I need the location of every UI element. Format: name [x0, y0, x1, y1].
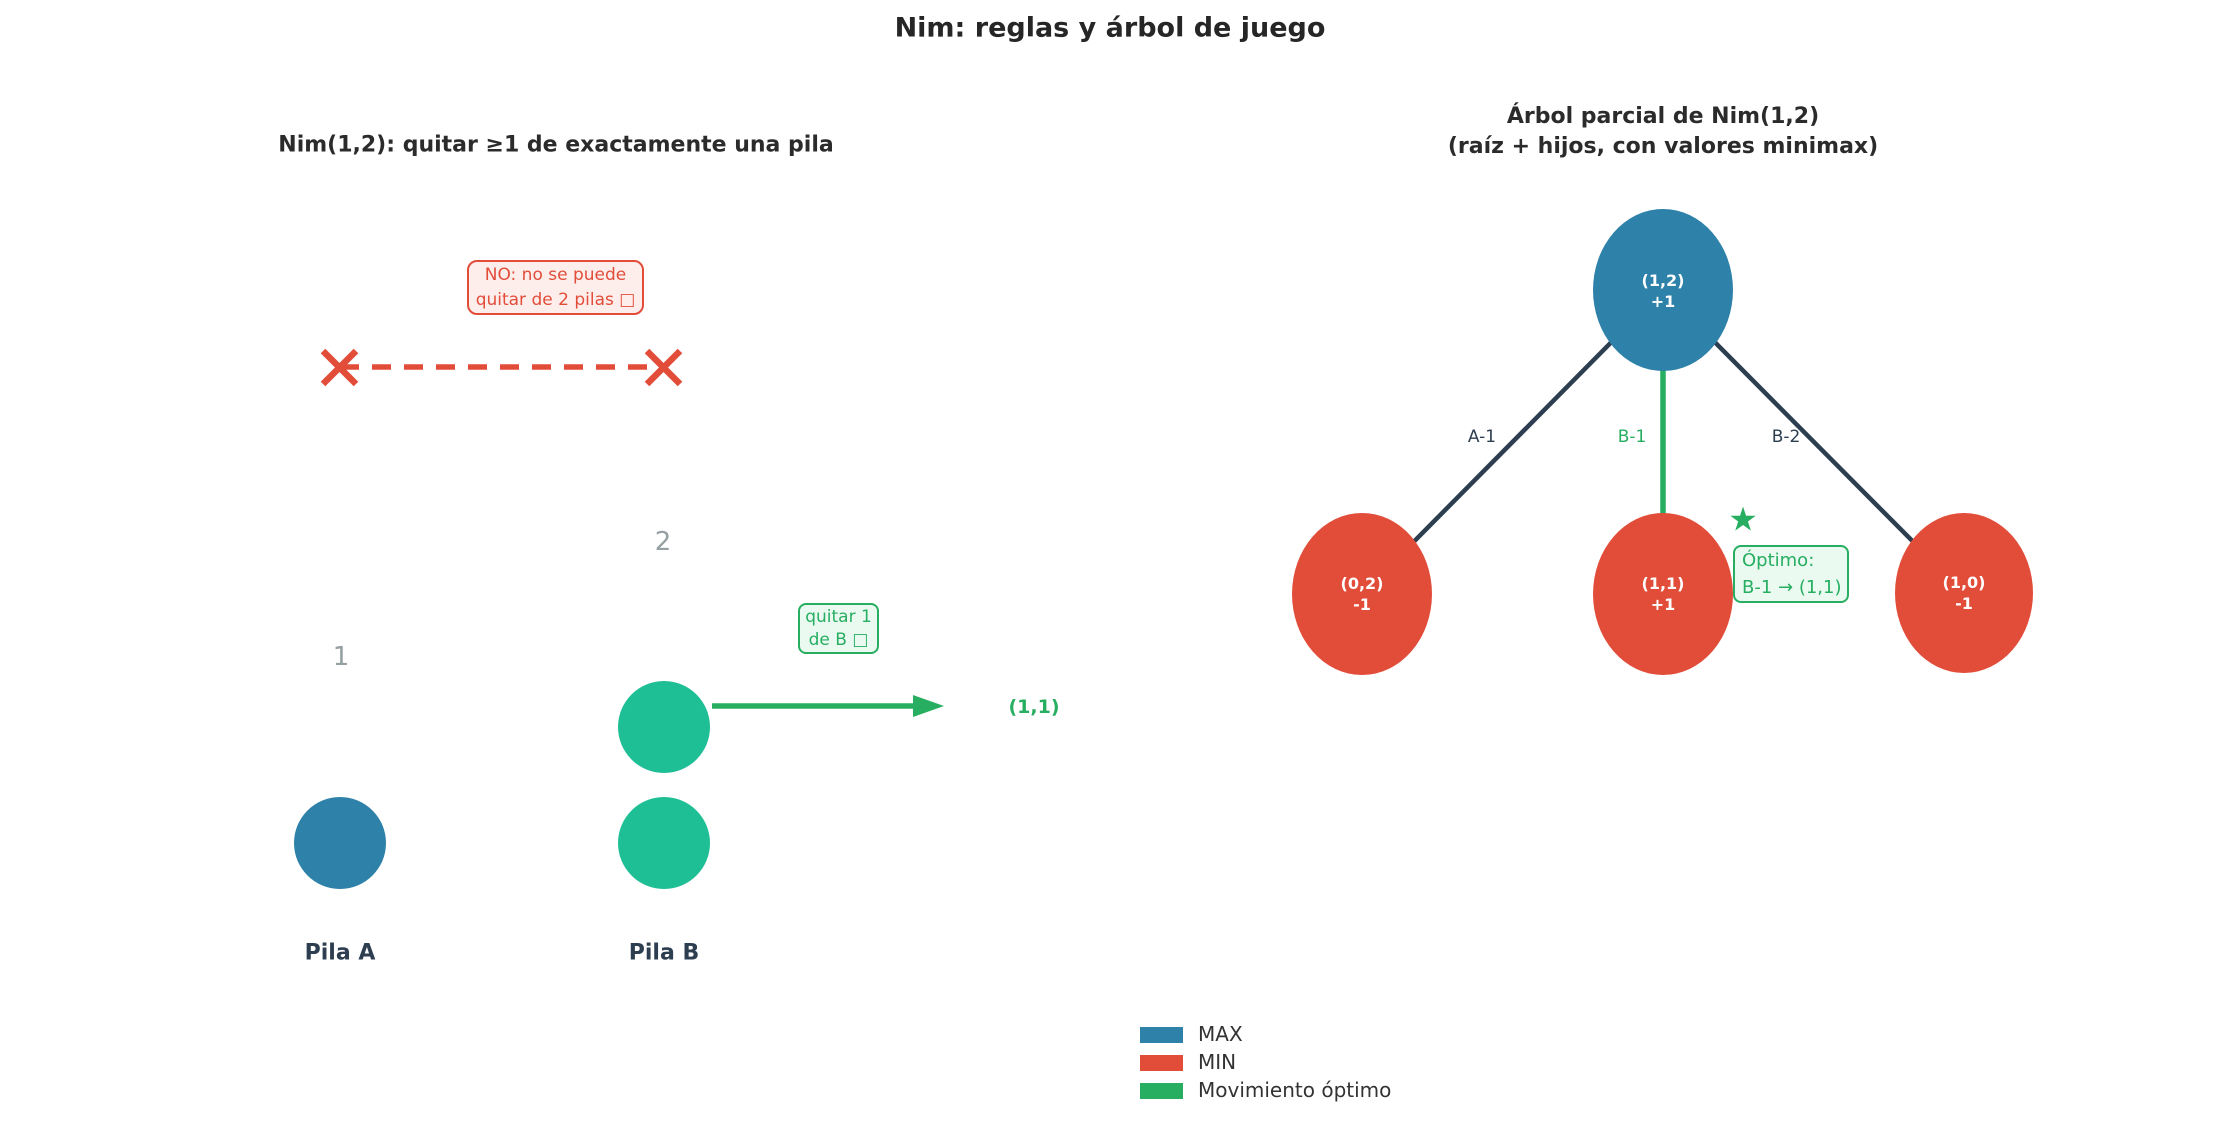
move-note-line1: quitar 1 — [805, 606, 872, 627]
legend-label-max: MAX — [1198, 1022, 1243, 1046]
edge-label-b1: B-1 — [1617, 427, 1647, 447]
child-11-value: +1 — [1650, 595, 1676, 614]
tree-child-node-10 — [1895, 513, 2033, 673]
optimal-star-icon: ★ — [1728, 499, 1758, 539]
legend-label-optimal: Movimiento óptimo — [1198, 1078, 1392, 1102]
forbidden-note-box: NO: no se puede quitar de 2 pilas □ — [467, 260, 644, 315]
pile-b-stone-bottom — [618, 797, 710, 889]
forbidden-note-line1: NO: no se puede — [484, 264, 627, 285]
optimal-note-line2: B-1 → (1,1) — [1742, 577, 1842, 598]
child-11-state: (1,1) — [1641, 574, 1685, 593]
tree-panel-title-line2: (raíz + hijos, con valores minimax) — [1447, 134, 1879, 159]
optimal-move-arrowhead-icon — [913, 695, 944, 717]
rules-panel-title: Nim(1,2): quitar ≥1 de exactamente una p… — [278, 132, 834, 158]
child-10-state: (1,0) — [1942, 573, 1986, 592]
legend-swatch-optimal — [1140, 1082, 1183, 1099]
child-02-state: (0,2) — [1340, 574, 1384, 593]
edge-label-b2: B-2 — [1771, 427, 1801, 447]
x-marker-right-icon — [644, 348, 683, 387]
tree-child-label-10: (1,0) -1 — [1943, 572, 1986, 614]
root-state: (1,2) — [1641, 271, 1685, 290]
optimal-note-line1: Óptimo: — [1742, 550, 1815, 571]
tree-panel-title-line1: Árbol parcial de Nim(1,2) — [1506, 104, 1820, 129]
pile-b-label: Pila B — [628, 940, 700, 966]
x-marker-left-icon — [320, 348, 359, 387]
edge-label-a1: A-1 — [1467, 427, 1497, 447]
child-10-value: -1 — [1955, 594, 1973, 613]
legend-item-optimal: Movimiento óptimo — [1140, 1078, 1392, 1102]
tree-child-node-02 — [1292, 513, 1432, 675]
legend-label-min: MIN — [1198, 1050, 1237, 1074]
legend-item-min: MIN — [1140, 1050, 1237, 1074]
child-02-value: -1 — [1353, 595, 1371, 614]
root-value: +1 — [1650, 292, 1676, 311]
tree-root-node-label: (1,2) +1 — [1642, 270, 1685, 312]
pile-b-stone-top — [618, 681, 710, 773]
result-state-label: (1,1) — [1008, 696, 1060, 718]
forbidden-note-line2: quitar de 2 pilas □ — [475, 289, 636, 310]
tree-child-node-11 — [1593, 513, 1733, 675]
pile-b-count: 2 — [654, 527, 672, 557]
pile-a-stone — [294, 797, 386, 889]
move-note-box: quitar 1 de B □ — [798, 603, 879, 654]
pile-a-count: 1 — [332, 642, 350, 672]
tree-root-node — [1593, 209, 1733, 371]
tree-child-label-11: (1,1) +1 — [1642, 573, 1685, 615]
main-title: Nim: reglas y árbol de juego — [894, 12, 1326, 44]
move-note-line2: de B □ — [808, 629, 869, 650]
pile-a-label: Pila A — [304, 940, 376, 966]
legend-item-max: MAX — [1140, 1022, 1243, 1046]
tree-panel-title: Árbol parcial de Nim(1,2) (raíz + hijos,… — [1448, 102, 1878, 162]
tree-child-label-02: (0,2) -1 — [1341, 573, 1384, 615]
legend-swatch-max — [1140, 1026, 1183, 1043]
optimal-note-box: Óptimo: B-1 → (1,1) — [1733, 545, 1849, 603]
legend-swatch-min — [1140, 1054, 1183, 1071]
